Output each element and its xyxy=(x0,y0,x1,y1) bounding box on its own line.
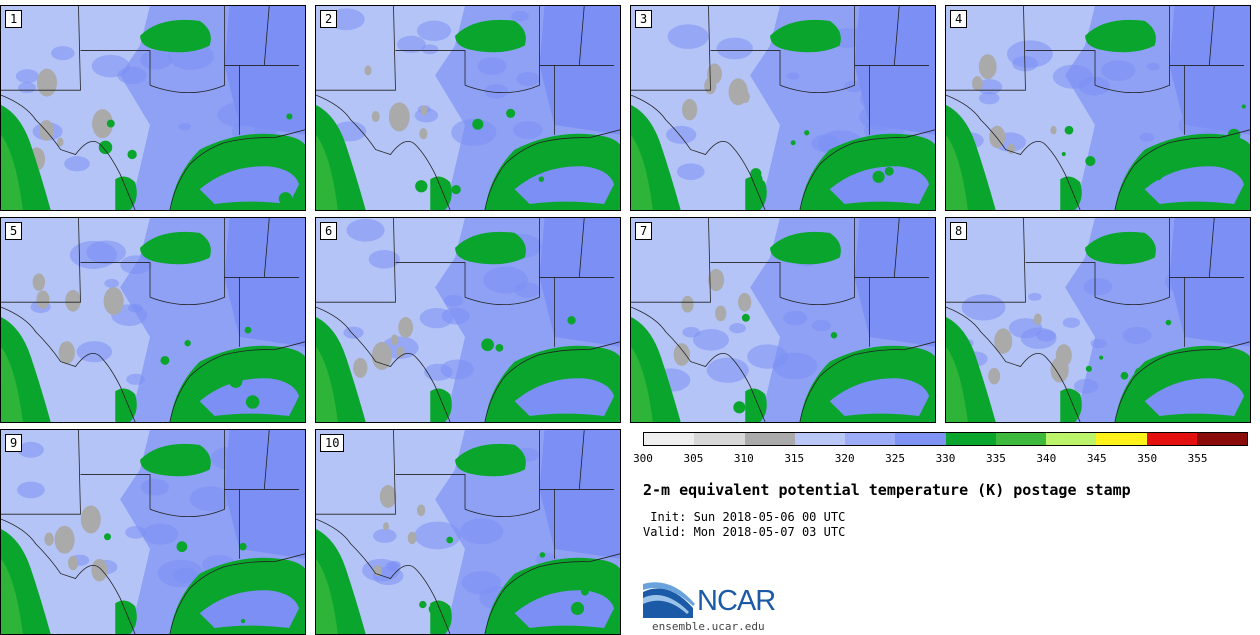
colorbar-tick-label: 330 xyxy=(935,452,956,465)
colorbar-segment xyxy=(845,433,896,445)
map-panel: 7 xyxy=(630,217,936,423)
map-panel: 6 xyxy=(315,217,621,423)
site-url: ensemble.ucar.edu xyxy=(652,620,765,633)
ncar-logo-icon xyxy=(643,582,695,618)
colorbar-tick-label: 340 xyxy=(1036,452,1057,465)
colorbar-tick-label: 335 xyxy=(985,452,1006,465)
map-panel: 4 xyxy=(945,5,1251,211)
colorbar-segment xyxy=(744,433,795,445)
colorbar-tick-label: 305 xyxy=(683,452,704,465)
colorbar-segment xyxy=(995,433,1046,445)
colorbar-tick-label: 300 xyxy=(633,452,653,465)
panel-label: 5 xyxy=(5,222,23,240)
colorbar-tick-label: 320 xyxy=(834,452,855,465)
panel-label: 4 xyxy=(950,10,968,28)
colorbar-tick-label: 350 xyxy=(1137,452,1158,465)
colorbar-tick-label: 325 xyxy=(885,452,906,465)
colorbar-segment xyxy=(1096,433,1147,445)
map-panel: 10 xyxy=(315,429,621,635)
colorbar-segment xyxy=(1146,433,1197,445)
colorbar-tick-label: 345 xyxy=(1086,452,1107,465)
colorbar-segment xyxy=(895,433,946,445)
colorbar xyxy=(643,432,1248,446)
panel-label: 2 xyxy=(320,10,338,28)
colorbar-segment xyxy=(644,433,695,445)
colorbar-segment xyxy=(945,433,996,445)
page-title: 2-m equivalent potential temperature (K)… xyxy=(643,481,1131,499)
panel-label: 9 xyxy=(5,434,23,452)
map-panel: 9 xyxy=(0,429,306,635)
panel-label: 7 xyxy=(635,222,653,240)
map-panel: 5 xyxy=(0,217,306,423)
map-panel: 8 xyxy=(945,217,1251,423)
colorbar-segment xyxy=(694,433,745,445)
colorbar-tick-label: 355 xyxy=(1187,452,1208,465)
panel-label: 10 xyxy=(320,434,345,452)
colorbar-segment xyxy=(794,433,845,445)
colorbar-tick-label: 310 xyxy=(733,452,754,465)
colorbar-segment xyxy=(1046,433,1097,445)
valid-time: Valid: Mon 2018-05-07 03 UTC xyxy=(643,525,846,539)
init-time: Init: Sun 2018-05-06 00 UTC xyxy=(643,510,846,524)
panel-label: 3 xyxy=(635,10,653,28)
panel-label: 6 xyxy=(320,222,338,240)
map-panel: 2 xyxy=(315,5,621,211)
colorbar-tick-label: 315 xyxy=(784,452,805,465)
ncar-logo-text: NCAR xyxy=(697,585,776,617)
panel-label: 8 xyxy=(950,222,968,240)
panel-label: 1 xyxy=(5,10,23,28)
map-panel: 1 xyxy=(0,5,306,211)
colorbar-segment xyxy=(1196,433,1247,445)
map-panel: 3 xyxy=(630,5,936,211)
